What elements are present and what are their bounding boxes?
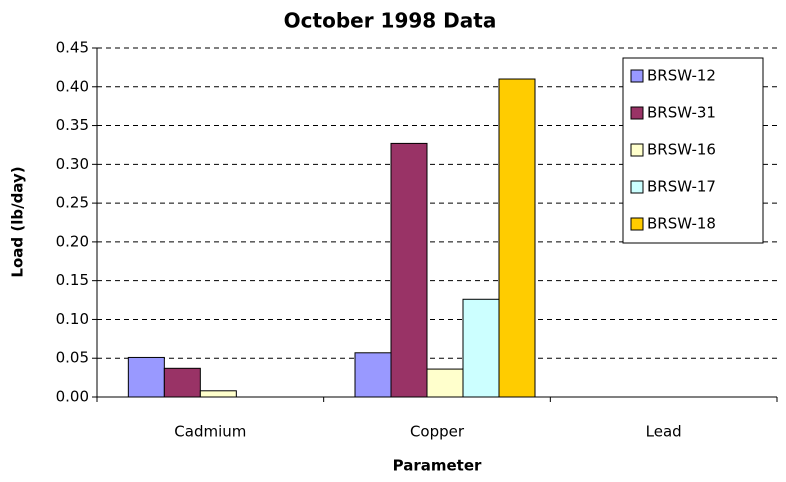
y-tick-label: 0.30 [56,155,89,173]
bar [462,298,500,398]
y-tick-label: 0.05 [56,349,89,367]
legend-label: BRSW-17 [647,178,716,196]
legend-swatch [630,143,644,157]
y-axis-title: Load (lb/day) [9,166,27,277]
bar [163,367,201,398]
bar [426,368,464,398]
bar [354,352,392,398]
chart-title: October 1998 Data [284,9,497,33]
legend-label: BRSW-18 [647,215,716,233]
legend-swatch [630,106,644,120]
y-tick-label: 0.25 [56,194,89,212]
legend-swatch [630,180,644,194]
y-tick-label: 0.45 [56,39,89,57]
y-tick-label: 0.15 [56,271,89,289]
legend-label: BRSW-16 [647,141,716,159]
y-tick-label: 0.20 [56,232,89,250]
y-tick-label: 0.40 [56,77,89,95]
x-tick-label: Lead [646,423,682,441]
x-tick-label: Copper [410,423,465,441]
y-tick-label: 0.10 [56,310,89,328]
legend-swatch [630,217,644,231]
x-tick-label: Cadmium [174,423,246,441]
legend-swatch [630,69,644,83]
bar [199,390,237,398]
bar [127,356,165,398]
legend-label: BRSW-31 [647,104,716,122]
bar [498,78,536,398]
bar [390,142,428,398]
y-tick-label: 0.00 [56,388,89,406]
legend-label: BRSW-12 [647,67,716,85]
y-tick-label: 0.35 [56,116,89,134]
x-axis-title: Parameter [393,457,482,475]
legend-box [622,57,764,244]
